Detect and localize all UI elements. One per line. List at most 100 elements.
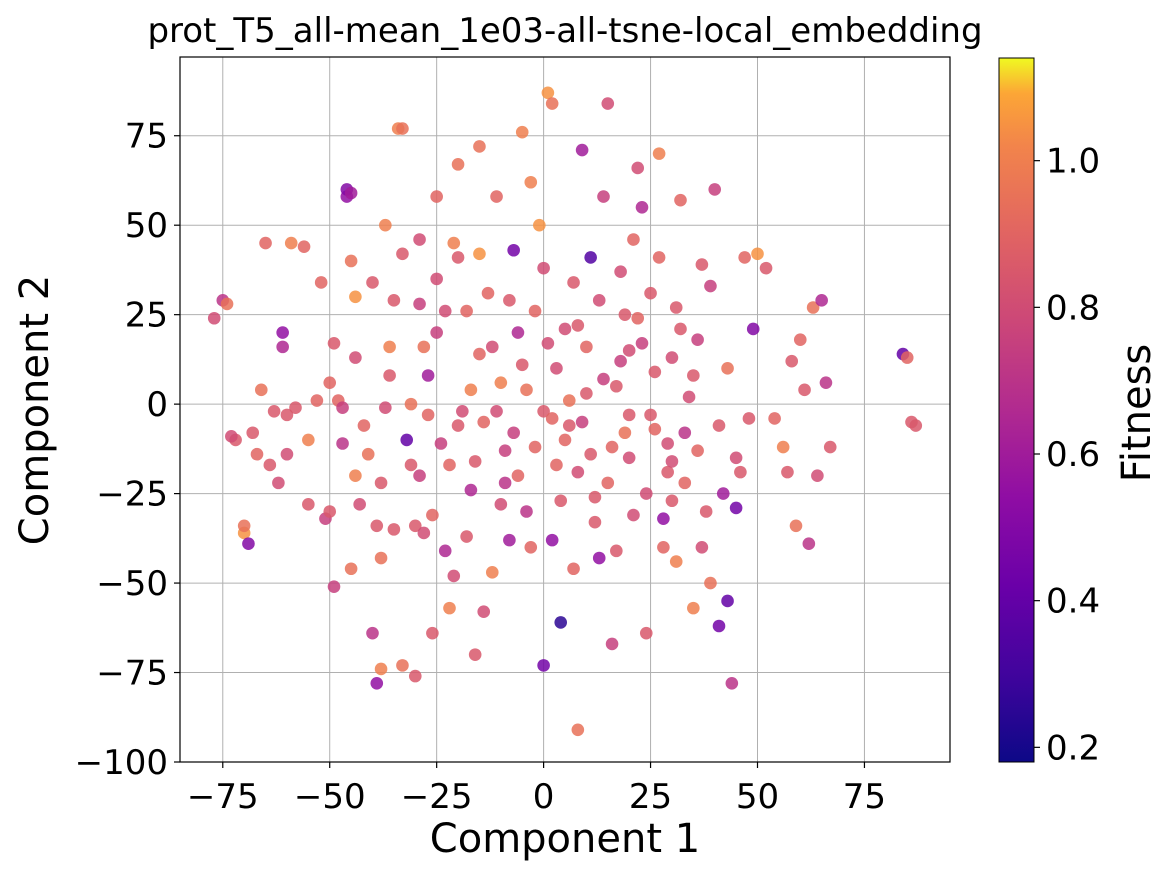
data-point xyxy=(716,487,730,500)
data-point xyxy=(477,605,491,618)
x-axis-label: Component 1 xyxy=(430,816,700,862)
data-point xyxy=(811,469,824,483)
data-point xyxy=(537,404,550,418)
data-point xyxy=(494,498,508,511)
y-tick-label: 0 xyxy=(146,385,168,425)
data-point xyxy=(537,659,550,672)
data-point xyxy=(507,426,520,440)
x-axis-ticks: −75 −50 −25 0 25 50 75 xyxy=(187,762,886,817)
data-point xyxy=(614,265,627,279)
data-point xyxy=(344,562,358,576)
data-point xyxy=(314,276,328,289)
data-point xyxy=(584,251,597,264)
data-point xyxy=(776,440,790,454)
data-point xyxy=(443,458,456,472)
data-point xyxy=(567,562,580,576)
data-point xyxy=(323,505,337,518)
data-point xyxy=(520,505,533,518)
data-point xyxy=(511,326,525,339)
data-point xyxy=(575,143,589,157)
data-point xyxy=(742,412,756,425)
data-point xyxy=(712,619,726,633)
data-point xyxy=(280,447,294,461)
data-point xyxy=(550,458,563,472)
data-point xyxy=(610,544,623,558)
data-point xyxy=(456,404,469,418)
data-point xyxy=(554,616,568,629)
data-point xyxy=(661,465,674,479)
data-point xyxy=(438,304,452,318)
data-point xyxy=(657,512,670,525)
data-point xyxy=(699,505,713,518)
data-point xyxy=(614,354,627,368)
data-point xyxy=(370,676,384,690)
data-point xyxy=(597,372,610,386)
data-point xyxy=(545,97,559,110)
data-point xyxy=(485,340,499,354)
data-point xyxy=(665,351,679,364)
data-point xyxy=(507,243,520,257)
data-point xyxy=(558,433,572,447)
data-point xyxy=(498,476,512,490)
data-point xyxy=(789,519,803,533)
y-tick-label: −75 xyxy=(96,654,168,694)
data-point xyxy=(533,218,546,232)
data-point xyxy=(580,340,593,354)
data-point xyxy=(430,326,443,339)
data-point xyxy=(485,566,499,579)
data-point xyxy=(588,490,602,504)
data-point xyxy=(597,190,610,203)
data-point xyxy=(524,540,538,554)
data-point xyxy=(550,362,563,375)
data-point xyxy=(537,261,550,275)
data-point xyxy=(541,86,555,100)
colorbar-tick-label: 0.4 xyxy=(1046,582,1100,622)
data-point xyxy=(687,369,700,382)
y-tick-label: 50 xyxy=(125,206,168,246)
data-point xyxy=(515,125,529,139)
data-point xyxy=(413,233,426,246)
data-point xyxy=(909,419,923,432)
data-point xyxy=(400,433,414,447)
colorbar-tick-label: 0.6 xyxy=(1046,435,1100,475)
data-point xyxy=(276,340,289,354)
data-point xyxy=(460,304,473,318)
data-point xyxy=(430,272,443,286)
data-point xyxy=(481,286,495,300)
x-tick-label: 0 xyxy=(533,777,555,817)
data-point xyxy=(734,465,747,479)
data-point xyxy=(494,376,508,389)
data-point xyxy=(387,523,401,536)
data-point xyxy=(349,469,362,483)
data-point xyxy=(588,515,602,529)
x-tick-label: −75 xyxy=(187,777,259,817)
data-point xyxy=(554,494,568,508)
data-point xyxy=(682,390,696,404)
data-point xyxy=(374,662,388,676)
data-point xyxy=(631,311,645,325)
data-point xyxy=(665,494,679,508)
data-point xyxy=(691,333,704,347)
y-axis-ticks: −100 −75 −50 −25 0 25 50 75 xyxy=(75,117,180,783)
data-point xyxy=(575,415,589,429)
data-point xyxy=(267,404,281,418)
data-point xyxy=(396,659,409,672)
data-point xyxy=(644,408,657,422)
data-point xyxy=(473,347,486,361)
data-point xyxy=(438,544,452,558)
data-point xyxy=(344,254,358,268)
data-point xyxy=(336,401,349,415)
data-point xyxy=(605,440,619,454)
data-point xyxy=(738,251,751,264)
data-point xyxy=(242,537,255,551)
data-point xyxy=(503,533,516,547)
data-point xyxy=(708,183,722,196)
data-point xyxy=(635,336,649,350)
y-tick-label: −50 xyxy=(96,564,168,604)
data-point xyxy=(695,258,709,271)
colorbar-tick-label: 0.2 xyxy=(1046,728,1100,768)
data-points xyxy=(207,86,923,737)
data-point xyxy=(725,676,739,690)
data-point xyxy=(259,236,272,250)
data-point xyxy=(421,369,435,382)
